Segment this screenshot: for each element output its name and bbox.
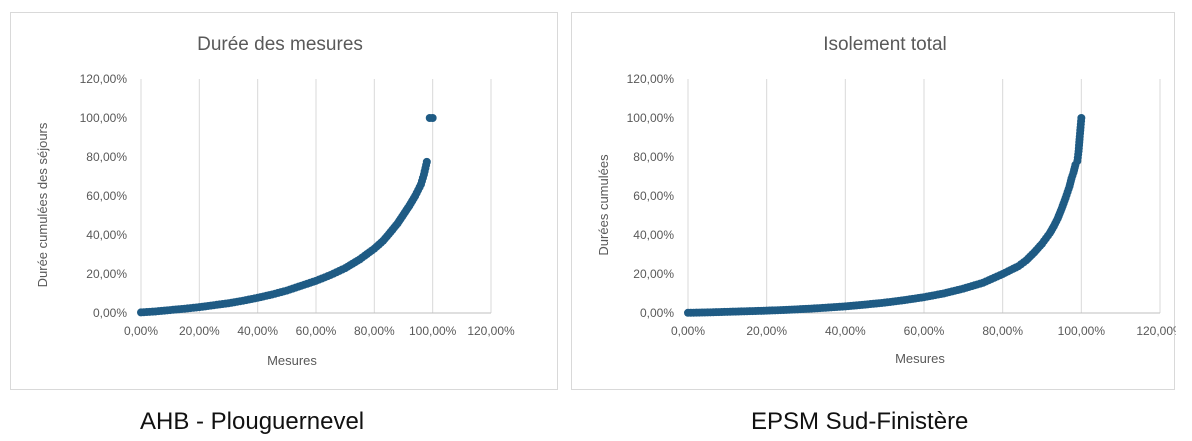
chart-svg-right: Isolement total 0,00% 20,00% 40,00% 60,00% 8… [596,34,1176,366]
data-point [802,304,810,313]
caption-right: EPSM Sud-Finistère [751,408,969,435]
caption-left: AHB - Plouguernevel [140,408,365,435]
data-point [326,270,335,279]
x-tick-label: 120,00% [1136,324,1176,338]
data-point [1053,214,1062,223]
y-tick-label: 120,00% [627,72,675,86]
x-tick-label: 0,00% [124,324,158,338]
x-axis-label: Mesures [895,351,945,366]
data-point [393,219,402,228]
data-point [355,255,364,264]
chart-panel-right: Isolement total 0,00% 20,00% 40,00% 60,00% 8… [571,12,1176,390]
data-point [861,300,869,309]
data-point [151,307,160,316]
x-tick-label: 60,00% [296,324,337,338]
y-tick-label: 0,00% [93,306,127,320]
data-point [684,308,692,317]
data-point [841,302,850,311]
data-point [180,304,189,313]
data-point [1065,182,1074,191]
data-point [782,305,791,314]
x-tick-label: 40,00% [237,324,278,338]
y-tick-label: 40,00% [633,228,674,242]
data-point [723,307,732,316]
x-tick-label: 100,00% [1058,324,1106,338]
data-point [422,157,431,166]
data-point [405,201,414,210]
data-point [998,270,1007,278]
x-tick-label: 60,00% [904,324,945,338]
data-point [282,286,291,295]
x-tick-label: 20,00% [746,324,787,338]
data-point [1038,239,1046,248]
y-tick-label: 100,00% [80,111,128,125]
y-tick-label: 60,00% [86,189,127,203]
data-point [959,284,968,293]
data-point [224,299,233,308]
data-point [253,293,262,302]
data-point [1069,168,1078,177]
data-point [1057,204,1066,213]
data-point [312,276,320,285]
y-tick-label: 20,00% [86,267,127,281]
data-point [880,298,889,307]
data-point [297,281,306,290]
x-tick-label: 120,00% [467,324,515,338]
data-point [1030,248,1039,257]
data-point [137,308,145,317]
y-tick-label: 0,00% [640,306,674,320]
y-tick-label: 80,00% [633,150,674,164]
data-point [166,306,175,315]
data-point [1014,262,1023,271]
y-tick-label: 80,00% [86,150,127,164]
data-point [370,244,379,253]
data-point [939,289,948,298]
y-tick-label: 100,00% [627,111,675,125]
data-point [195,303,204,312]
data-point [1045,229,1054,238]
x-tick-label: 80,00% [982,324,1023,338]
x-tick-label: 100,00% [409,324,457,338]
data-point [762,306,771,315]
data-point [239,296,248,305]
data-point [1074,147,1083,156]
data-point [743,307,751,316]
data-point [1061,193,1070,202]
chart-title: Durée des mesures [197,34,363,55]
y-tick-label: 120,00% [80,72,128,86]
data-point [419,170,428,179]
data-point [1049,222,1058,231]
data-point [1073,156,1082,165]
data-point [703,308,712,317]
x-tick-label: 80,00% [354,324,395,338]
x-tick-label: 20,00% [179,324,220,338]
x-axis-label: Mesures [267,353,317,368]
chart-panel-left: Durée des mesures 0,00% 20,00% 40,00% 60,00… [10,12,558,390]
data-point [428,114,437,122]
data-point [979,278,987,287]
data-point [268,290,277,299]
y-tick-label: 20,00% [633,267,674,281]
data-point [900,296,909,305]
x-tick-label: 40,00% [825,324,866,338]
x-tick-label: 0,00% [671,324,705,338]
chart-svg-left: Durée des mesures 0,00% 20,00% 40,00% 60,00… [35,34,515,368]
data-point [209,301,218,310]
y-tick-label: 40,00% [86,228,127,242]
data-point [384,230,393,239]
data-point [417,180,425,189]
y-axis-label: Durées cumulées [596,154,611,256]
data-point [399,210,408,219]
chart-title: Isolement total [823,34,947,55]
data-point [379,236,388,245]
data-point [920,293,928,302]
data-point [1075,132,1084,141]
y-tick-label: 60,00% [633,189,674,203]
data-point [821,303,830,312]
y-axis-label: Durée cumulées des séjours [35,122,50,287]
data-point [1022,256,1031,265]
data-point [341,264,350,273]
data-point [1077,114,1086,122]
